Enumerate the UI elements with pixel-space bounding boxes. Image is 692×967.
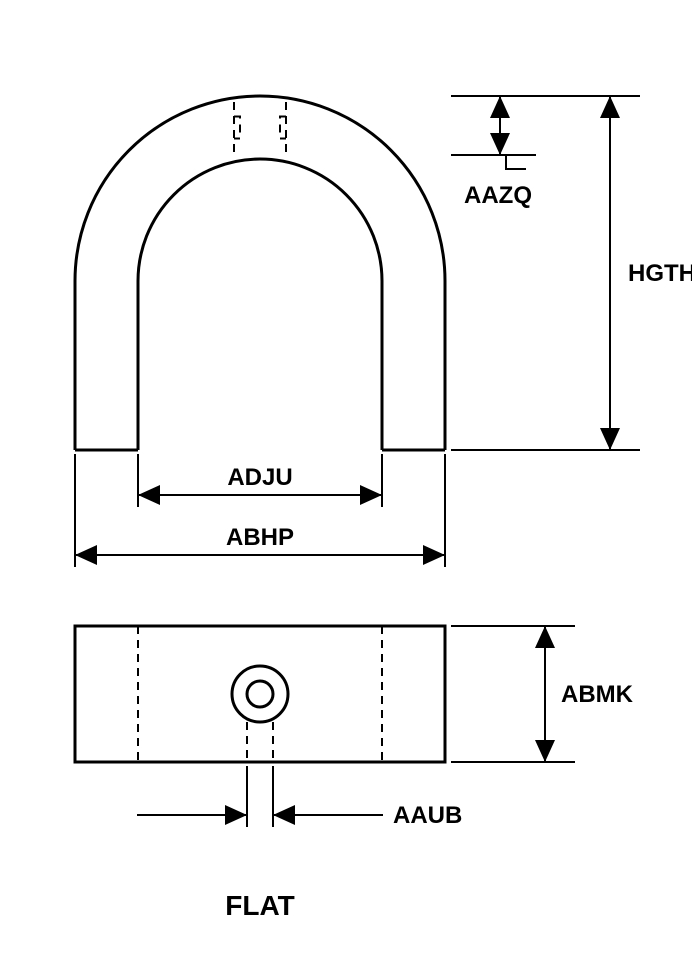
label-adju: ADJU [227,464,292,491]
label-aazq: AAZQ [464,182,532,209]
aazq-jog [506,155,526,169]
plan-outline [75,626,445,762]
label-aaub: AAUB [393,802,462,829]
upper-view-u-shape [75,96,445,450]
dimension-annotations: HGTH AAZQ ADJU ABHP ABMK AAUB FLAT [75,96,692,921]
label-abhp: ABHP [226,524,294,551]
outer-arc [75,96,445,450]
label-abmk: ABMK [561,681,634,708]
drawing-svg: HGTH AAZQ ADJU ABHP ABMK AAUB FLAT [0,0,692,967]
drawing-title: FLAT [225,890,294,921]
hole-inner [247,681,273,707]
hole-outer [232,666,288,722]
technical-drawing-page: HGTH AAZQ ADJU ABHP ABMK AAUB FLAT [0,0,692,967]
label-hgth: HGTH [628,260,692,287]
lower-view-top [75,626,445,762]
inner-arc [138,159,382,450]
